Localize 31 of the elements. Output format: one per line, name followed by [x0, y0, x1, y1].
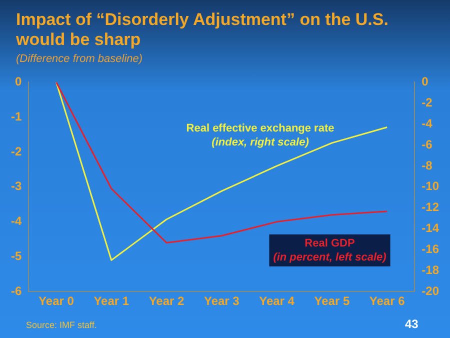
y-tick-label: -6: [11, 284, 22, 298]
x-tick-label: Year 5: [314, 294, 350, 308]
chart-subtitle: (Difference from baseline): [16, 53, 143, 65]
source-note: Source: IMF staff.: [26, 320, 97, 330]
y2-tick-label: -14: [422, 221, 440, 236]
series-label: Real GDP (in percent, left scale): [273, 237, 387, 264]
y2-tick-label: -18: [422, 262, 440, 277]
y2-tick-label: -8: [422, 158, 433, 172]
y2-tick-label: -20: [422, 284, 440, 298]
x-tick-label: Year 0: [38, 294, 74, 308]
y2-tick-label: -10: [422, 179, 440, 194]
x-tick-label: Year 4: [259, 294, 295, 308]
y2-tick-label: -6: [422, 137, 433, 152]
y2-tick-label: 0: [422, 74, 429, 89]
y2-tick-label: -16: [422, 242, 440, 256]
x-tick-label: Year 6: [369, 294, 406, 308]
y-tick-label: -1: [11, 109, 22, 124]
x-tick-label: Year 2: [148, 294, 185, 308]
y-tick-label: -5: [11, 249, 22, 264]
chart-title: Impact of “Disorderly Adjustment” on the U.S. would be sharp: [16, 10, 390, 50]
y-tick-label: -3: [11, 179, 22, 194]
y-tick-label: 0: [14, 74, 22, 89]
y-tick-label: -2: [11, 144, 22, 158]
y-tick-label: -4: [11, 214, 22, 228]
y2-tick-label: -4: [422, 116, 433, 130]
x-tick-label: Year 3: [204, 294, 240, 308]
y2-tick-label: -12: [422, 200, 440, 214]
series-label: Real effective exchange rate (index, right scale): [186, 122, 334, 148]
x-tick-label: Year 1: [94, 294, 130, 308]
text: 43: [405, 317, 418, 331]
y2-tick-label: -2: [422, 95, 433, 110]
